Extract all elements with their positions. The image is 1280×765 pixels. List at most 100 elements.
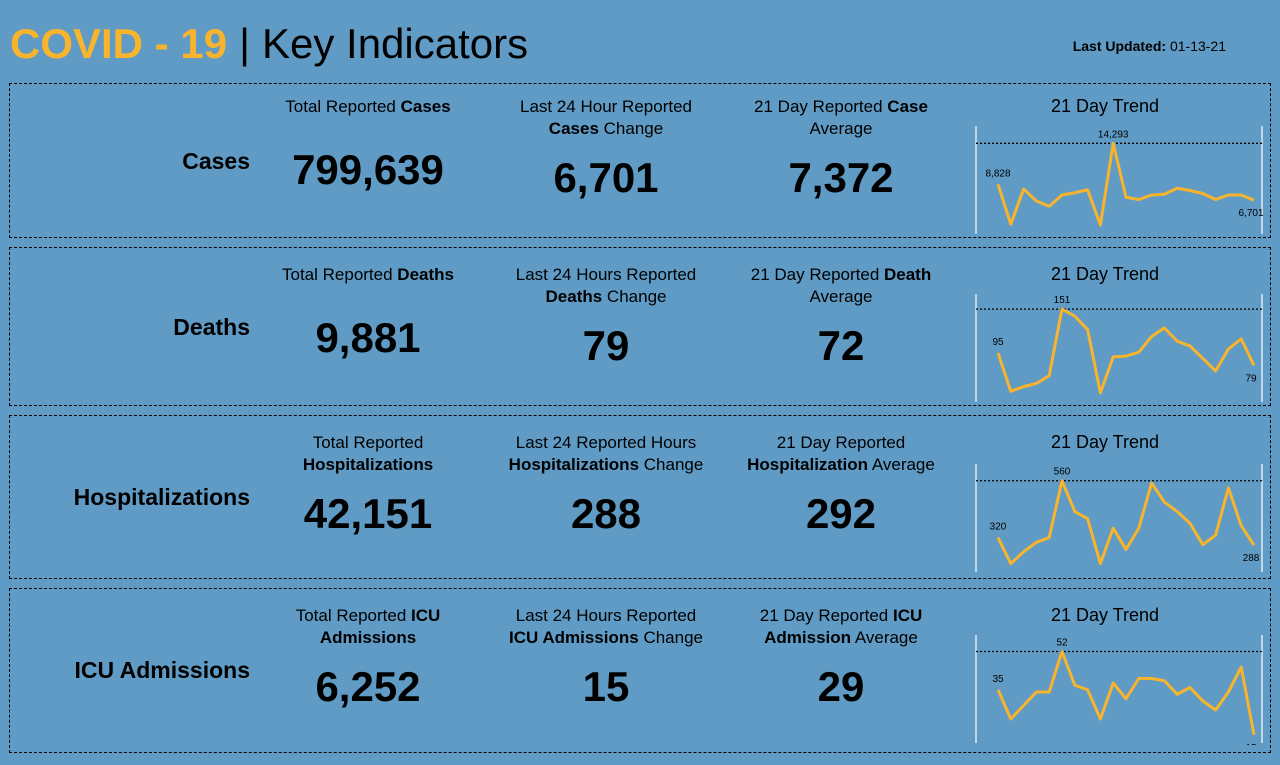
kpi-header-text-2: Average	[809, 287, 873, 306]
kpi-header-text: 21 Day Reported	[750, 265, 884, 284]
kpi-21d-cases: 21 Day Reported Case Average 7,372	[721, 96, 961, 202]
kpi-header: Last 24 Reported Hours Hospitalizations C…	[486, 432, 726, 478]
row-hospitalizations: Hospitalizations Total Reported Hospitali…	[9, 415, 1271, 579]
trend-first-label: 35	[992, 674, 1004, 685]
trend-title: 21 Day Trend	[1050, 432, 1160, 452]
row-label: Cases	[182, 148, 250, 174]
kpi-header-text: 21 Day Reported	[759, 606, 893, 625]
kpi-header-text-2: Change	[602, 287, 667, 306]
kpi-header: Last 24 Hours Reported Deaths Change	[486, 264, 726, 310]
trend-last-label: 79	[1245, 373, 1257, 384]
kpi-header-bold: ICU	[892, 606, 923, 625]
kpi-header: 21 Day Reported Death Average	[721, 264, 961, 310]
kpi-value: 42,151	[303, 490, 433, 537]
kpi-header-bold-2: Hospitalizations	[302, 455, 434, 474]
kpi-header-bold-2: Deaths	[545, 287, 603, 306]
kpi-header: Last 24 Hour Reported Cases Change	[486, 96, 726, 142]
kpi-header-text: Total Reported	[282, 265, 398, 284]
kpi-header: Last 24 Hours Reported ICU Admissions Cha…	[486, 605, 726, 651]
kpi-header: Total Reported Deaths	[248, 264, 488, 310]
kpi-header-text-2: Change	[639, 455, 704, 474]
kpi-header-text-2: Average	[851, 628, 918, 647]
kpi-header-text-2: Change	[638, 628, 703, 647]
kpi-header-bold-2: ICU Admissions	[508, 628, 639, 647]
trend-max-label: 560	[1054, 467, 1071, 478]
kpi-header: Total Reported Hospitalizations	[248, 432, 488, 478]
kpi-total-hospitalizations: Total Reported Hospitalizations 42,151	[248, 432, 488, 538]
kpi-header-bold: Cases	[400, 97, 451, 116]
kpi-21d-deaths: 21 Day Reported Death Average 72	[721, 264, 961, 370]
last-updated: Last Updated: 01-13-21	[1073, 38, 1226, 54]
trend-line	[996, 650, 1256, 736]
kpi-header-bold: ICU	[411, 606, 441, 625]
title-separator: |	[239, 20, 250, 67]
last-updated-label: Last Updated:	[1072, 38, 1167, 54]
kpi-header-text: 21 Day Reported	[754, 97, 888, 116]
kpi-value: 29	[817, 663, 865, 710]
kpi-value: 799,639	[292, 146, 444, 193]
kpi-header-text-2: Change	[598, 119, 664, 138]
row-cases: Cases Total Reported Cases 799,639 Last …	[9, 83, 1271, 238]
kpi-header-bold-2: Admissions	[319, 628, 417, 647]
kpi-header-text: Last 24 Hours Reported	[515, 265, 697, 284]
page-title: Key Indicators	[261, 20, 529, 67]
kpi-header-text: Total Reported	[312, 433, 424, 452]
kpi-header: Total Reported ICU Admissions	[248, 605, 488, 651]
trend-title: 21 Day Trend	[1050, 605, 1160, 625]
kpi-header-text: Last 24 Hour Reported	[520, 97, 692, 116]
trend-sparkline-cases: 14,293 8,828 6,701	[975, 126, 1264, 234]
kpi-header: 21 Day Reported Hospitalization Average	[721, 432, 961, 478]
kpi-value: 15	[582, 663, 630, 710]
kpi-24h-icu: Last 24 Hours Reported ICU Admissions Cha…	[486, 605, 726, 711]
row-label: Deaths	[173, 314, 250, 340]
trend-line	[996, 479, 1256, 566]
trend-first-label: 95	[992, 337, 1004, 348]
kpi-24h-hospitalizations: Last 24 Reported Hours Hospitalizations C…	[486, 432, 726, 538]
trend-line	[996, 307, 1256, 395]
kpi-24h-deaths: Last 24 Hours Reported Deaths Change 79	[486, 264, 726, 370]
kpi-header-text: 21 Day Reported	[776, 433, 906, 452]
kpi-value: 7,372	[788, 154, 894, 201]
trend-sparkline-hospitalizations: 560 320 288	[975, 464, 1263, 572]
kpi-header-text: Total Reported	[285, 97, 401, 116]
trend-sparkline-icu: 52 35 15	[975, 635, 1263, 745]
row-label: ICU Admissions	[74, 657, 250, 683]
kpi-value: 9,881	[315, 314, 421, 361]
trend-sparkline-deaths: 151 95 79	[975, 294, 1263, 402]
kpi-total-icu: Total Reported ICU Admissions 6,252	[248, 605, 488, 711]
trend-last-label: 288	[1243, 553, 1260, 564]
kpi-header-text: Last 24 Reported Hours	[515, 433, 697, 452]
kpi-header-bold-2: Cases	[548, 119, 599, 138]
header: COVID - 19 | Key Indicators	[10, 16, 528, 72]
last-updated-value: 01-13-21	[1169, 38, 1226, 54]
kpi-header: Total Reported Cases	[248, 96, 488, 142]
kpi-header: 21 Day Reported Case Average	[721, 96, 961, 142]
trend-last-label: 15	[1245, 743, 1257, 745]
trend-max-label: 52	[1056, 638, 1068, 649]
kpi-header-text-2: Average	[809, 119, 873, 138]
kpi-total-cases: Total Reported Cases 799,639	[248, 96, 488, 194]
row-label: Hospitalizations	[73, 484, 250, 510]
kpi-header-bold: Deaths	[397, 265, 454, 284]
kpi-header: 21 Day Reported ICU Admission Average	[721, 605, 961, 651]
kpi-value: 6,252	[315, 663, 421, 710]
trend-title: 21 Day Trend	[1050, 96, 1160, 116]
kpi-header-bold-2: Hospitalizations	[508, 455, 640, 474]
kpi-header-bold-2: Admission	[764, 628, 852, 647]
row-deaths: Deaths Total Reported Deaths 9,881 Last …	[9, 247, 1271, 406]
kpi-header-bold-2: Hospitalization	[747, 455, 869, 474]
trend-max-label: 14,293	[1098, 129, 1129, 140]
trend-max-label: 151	[1054, 295, 1071, 306]
trend-last-label: 6,701	[1238, 208, 1263, 219]
kpi-header-bold: Case	[887, 97, 928, 116]
kpi-header-text: Total Reported	[295, 606, 411, 625]
kpi-21d-hospitalizations: 21 Day Reported Hospitalization Average 2…	[721, 432, 961, 538]
trend-first-label: 8,828	[985, 168, 1010, 179]
kpi-value: 288	[570, 490, 642, 537]
kpi-header-bold: Death	[884, 265, 932, 284]
kpi-header-text: Last 24 Hours Reported	[515, 606, 697, 625]
kpi-value: 72	[817, 322, 865, 369]
kpi-value: 292	[805, 490, 877, 537]
trend-line	[996, 141, 1255, 227]
kpi-value: 6,701	[553, 154, 659, 201]
